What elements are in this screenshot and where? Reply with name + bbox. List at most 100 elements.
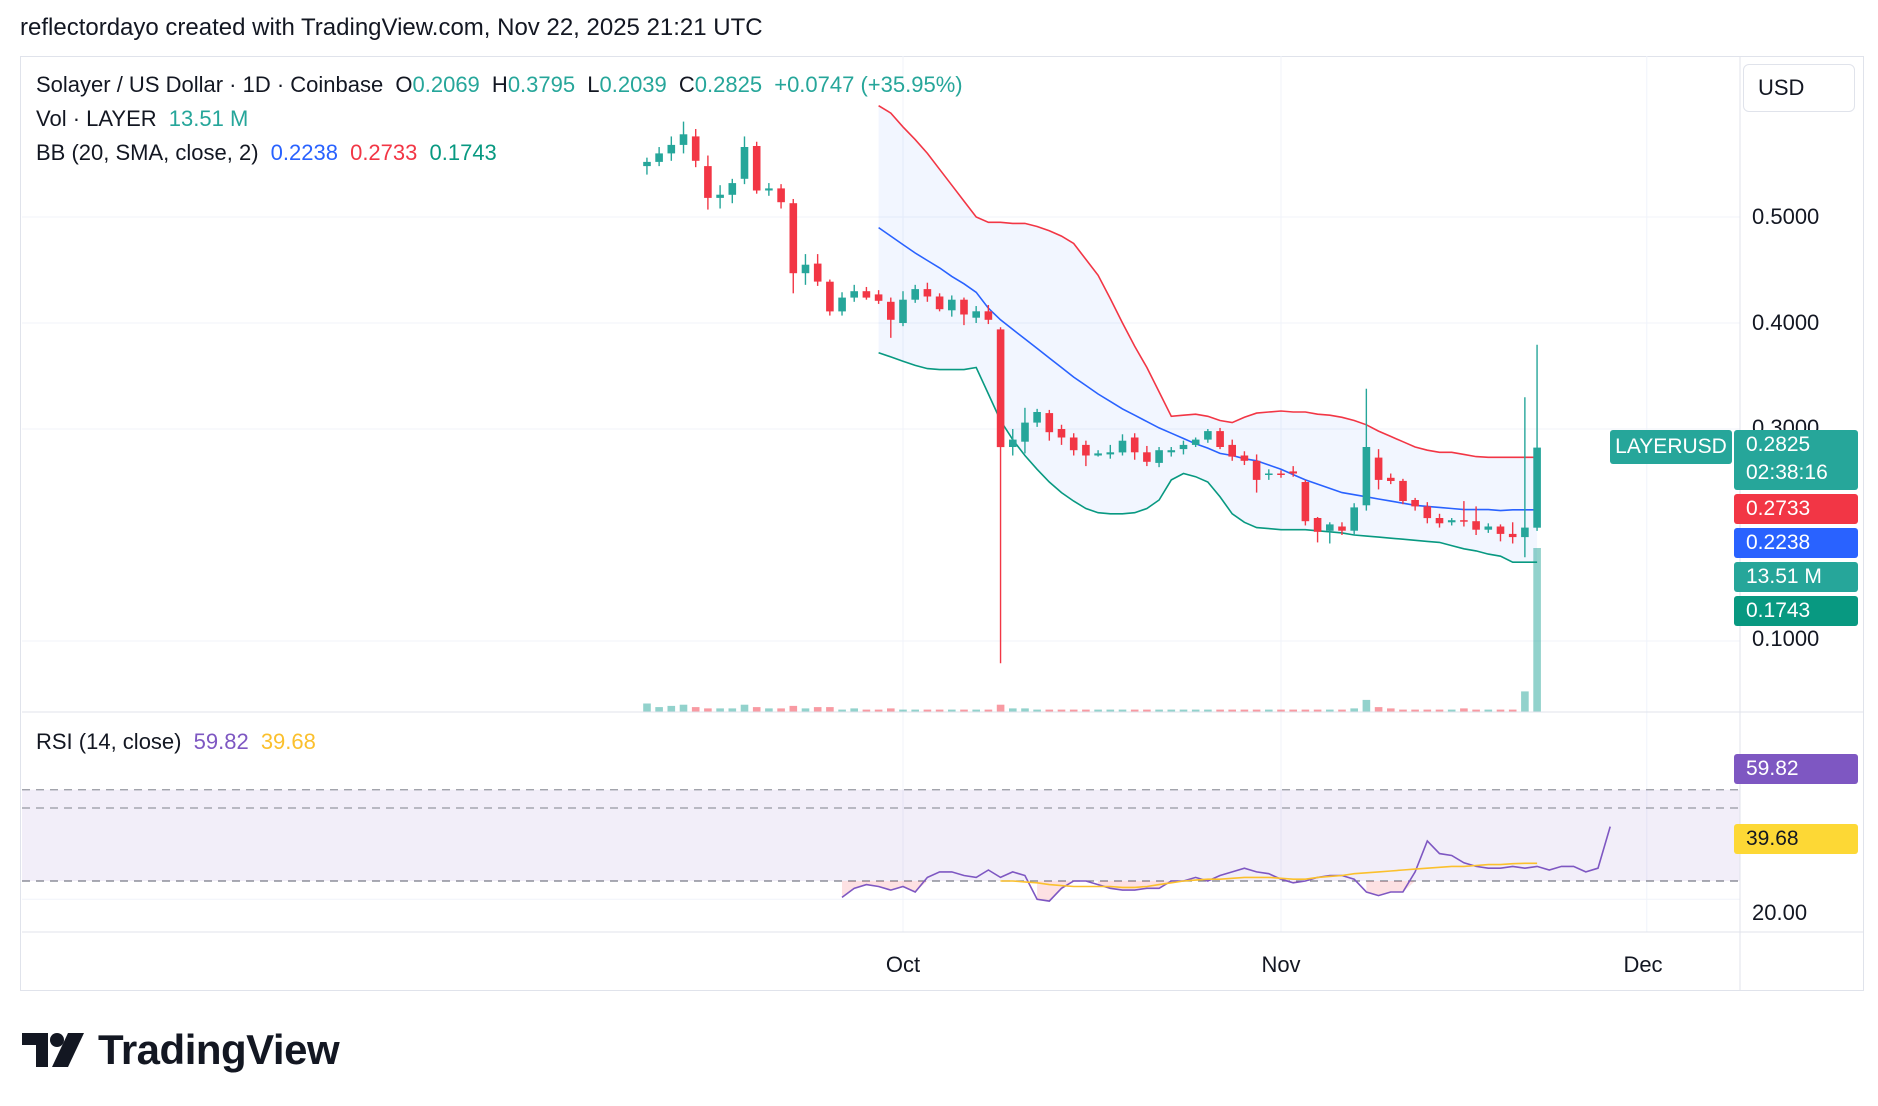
candle: [1057, 424, 1066, 445]
volume-label: Vol · LAYER: [36, 106, 157, 131]
candle: [1435, 513, 1444, 528]
candle-body: [1362, 447, 1371, 506]
volume-bar: [1435, 709, 1444, 712]
candle-body: [1338, 526, 1346, 531]
candle-body: [667, 144, 676, 154]
volume-bar: [1508, 709, 1517, 712]
candle: [1362, 388, 1371, 511]
volume-bar: [838, 709, 846, 712]
volume-bar: [801, 708, 810, 712]
bb-lower-value: 0.1743: [429, 140, 497, 165]
volume-bar: [1362, 699, 1371, 712]
candle-body: [887, 301, 895, 320]
candle: [1216, 427, 1224, 450]
volume-bar: [1521, 691, 1529, 712]
candle-body: [874, 294, 883, 301]
candle: [887, 297, 895, 338]
candle: [1094, 450, 1102, 457]
rsi-tag: 59.82: [1734, 754, 1858, 784]
candle-body: [911, 289, 919, 300]
candle: [1496, 524, 1505, 542]
candle-body: [1472, 521, 1480, 530]
rsi-panel: [22, 789, 1740, 902]
volume-bar: [1533, 548, 1541, 712]
candle-body: [777, 188, 785, 203]
rsi-oversold-fill: [842, 881, 1416, 902]
volume-bar: [765, 708, 773, 712]
legend-close: C0.2825: [678, 72, 763, 97]
bb-upper-tag: 0.2733: [1734, 494, 1858, 524]
candle-body: [1350, 507, 1358, 531]
volume-bar: [923, 709, 932, 712]
candle-body: [1082, 444, 1090, 456]
volume-bar: [679, 704, 688, 712]
candle-body: [1484, 526, 1493, 530]
tradingview-logo[interactable]: TradingView: [22, 1026, 340, 1074]
candle-body: [716, 194, 724, 198]
volume-bar: [691, 707, 700, 712]
candle-body: [728, 183, 737, 195]
legend-symbol: Solayer / US Dollar · 1D · Coinbase: [36, 72, 384, 97]
volume-bar: [874, 709, 883, 712]
candle-body: [643, 161, 651, 167]
candle-body: [1423, 506, 1432, 519]
volume-tag: 13.51 M: [1734, 562, 1858, 592]
candle-body: [838, 297, 846, 312]
volume-bar: [667, 705, 676, 712]
candle-body: [1399, 480, 1407, 501]
candle: [874, 290, 883, 304]
candle-body: [704, 166, 712, 198]
legend-rsi: RSI (14, close) 59.82 39.68: [36, 729, 322, 755]
rsi-ma-line: [1000, 862, 1538, 889]
candle: [1240, 451, 1249, 466]
volume-bar: [1484, 709, 1493, 712]
candle: [1204, 429, 1212, 443]
volume-bar: [1033, 709, 1041, 712]
volume-bar: [1106, 709, 1115, 712]
rsi-value: 59.82: [193, 729, 249, 754]
candle: [1460, 501, 1468, 527]
time-label-oct: Oct: [885, 952, 921, 977]
volume-bar: [777, 708, 785, 712]
volume-bar: [704, 708, 712, 712]
candle-body: [899, 299, 907, 323]
chart-frame: [20, 56, 1864, 991]
volume-bar: [1423, 709, 1432, 712]
volume-bar: [1155, 709, 1163, 712]
candle-body: [752, 146, 761, 191]
candle: [1155, 447, 1163, 468]
volume-bar: [935, 709, 944, 712]
candle-body: [1496, 526, 1505, 534]
currency-selector[interactable]: USD: [1743, 64, 1855, 112]
candle: [1009, 429, 1017, 456]
volume-bar: [826, 707, 834, 712]
candle: [1021, 407, 1029, 454]
volume-bar: [1057, 709, 1066, 712]
volume-bar: [1411, 709, 1419, 712]
volume-bar: [1045, 709, 1054, 712]
symbol-tag: LAYERUSD: [1610, 430, 1732, 464]
candle-body: [960, 299, 968, 315]
volume-bar: [948, 709, 956, 712]
legend-high: H0.3795: [491, 72, 576, 97]
volume-bar: [789, 705, 798, 712]
volume-bar: [960, 709, 968, 712]
candle-body: [1033, 412, 1041, 423]
volume-bar: [1240, 709, 1249, 712]
candle: [777, 184, 785, 209]
candle: [667, 136, 676, 161]
volume-bar: [1387, 708, 1395, 712]
candle-body: [1447, 520, 1456, 523]
volume-bar: [1265, 709, 1273, 712]
rsi-tick-20: 20.00: [1752, 900, 1808, 925]
candle: [655, 147, 663, 167]
candle: [691, 129, 700, 168]
candle: [923, 282, 932, 302]
tradingview-logo-icon: [22, 1033, 84, 1067]
candle-body: [813, 263, 822, 282]
candle-body: [862, 291, 871, 298]
volume-bar: [899, 709, 907, 712]
volume-bar: [1069, 709, 1078, 712]
bar-countdown: 02:38:16: [1746, 461, 1828, 484]
